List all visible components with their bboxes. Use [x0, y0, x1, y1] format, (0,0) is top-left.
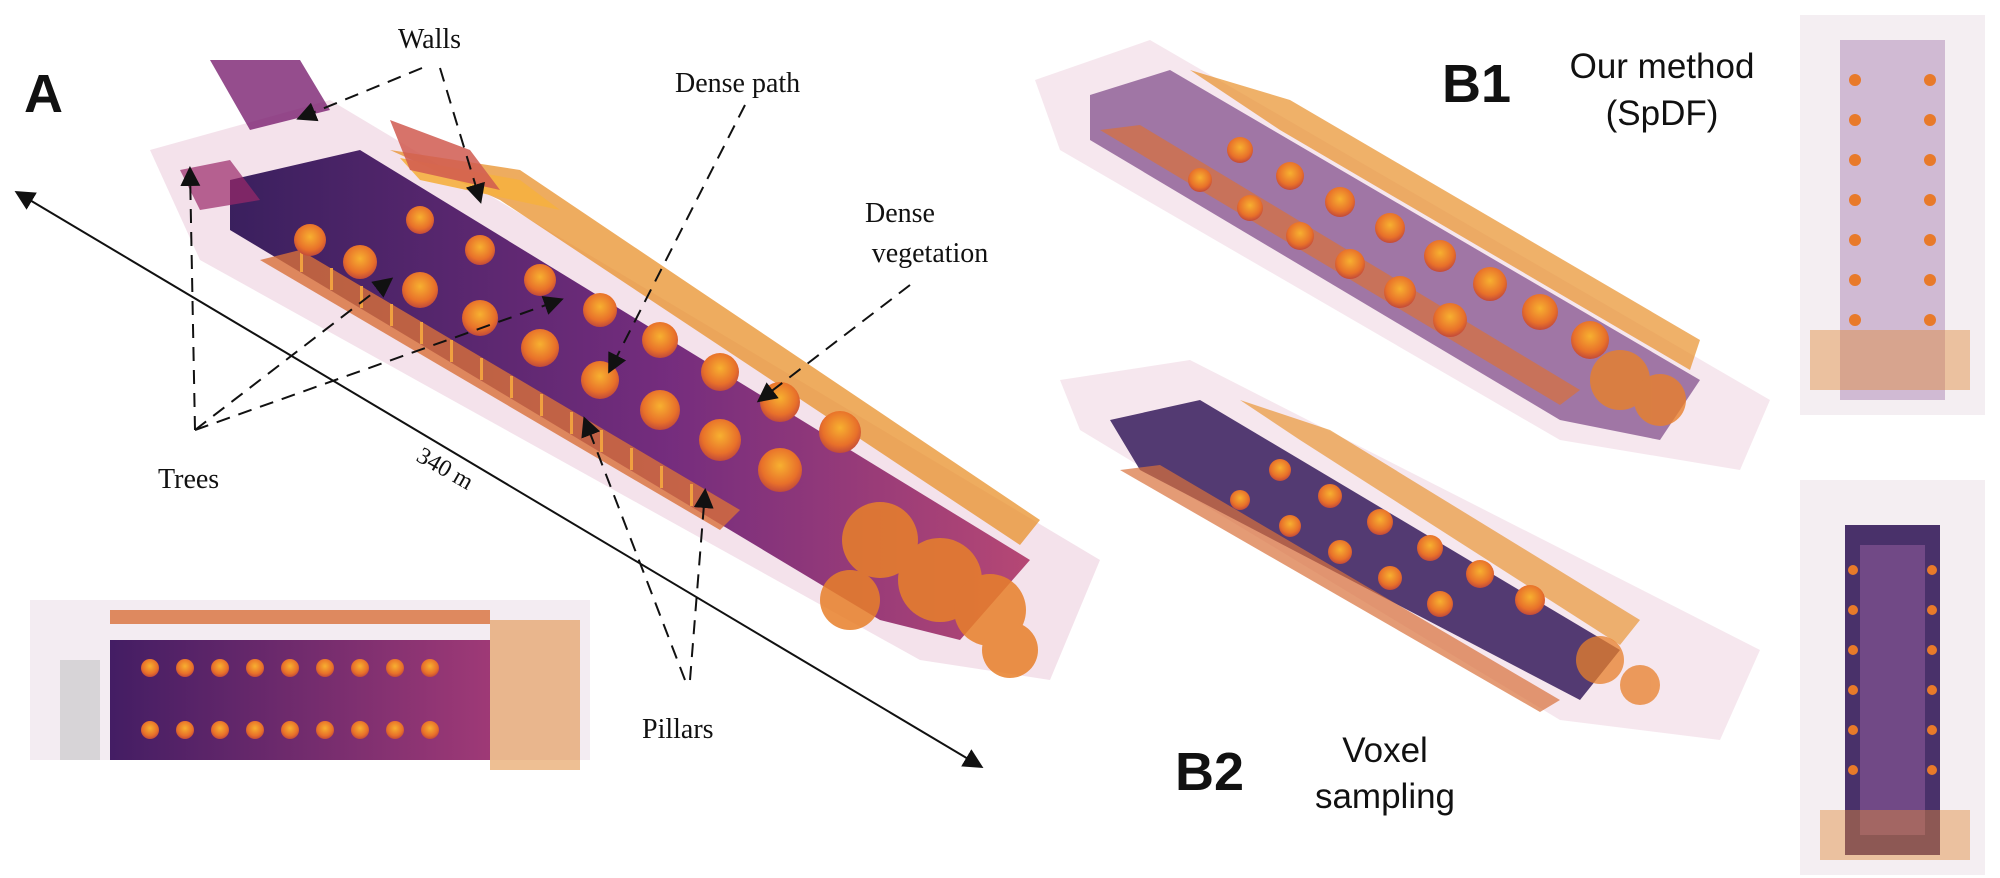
- panel-a-oblique-point-cloud: [150, 60, 1100, 680]
- panel-b2-caption-line2: sampling: [1315, 777, 1455, 816]
- label-dense-vegetation-2: vegetation: [872, 238, 989, 269]
- panel-b2-top-down-inset: [1800, 480, 1985, 875]
- label-pillars: Pillars: [642, 714, 714, 745]
- scale-bar-line: [14, 190, 984, 769]
- panel-a-letter: A: [24, 64, 63, 124]
- annotation-leaders: [180, 67, 911, 681]
- panel-a-top-down-inset: [30, 600, 590, 770]
- panel-b2-oblique-point-cloud: [1060, 360, 1760, 740]
- label-walls: Walls: [398, 24, 461, 55]
- panel-b1-oblique-point-cloud: [1035, 40, 1770, 470]
- panel-b1-caption-line1: Our method: [1570, 47, 1755, 86]
- scale-bar-label: 340 m: [412, 443, 478, 496]
- panel-b2-caption-line1: Voxel: [1342, 731, 1428, 770]
- panel-b1-caption-line2: (SpDF): [1606, 94, 1719, 133]
- panel-b1-letter: B1: [1442, 54, 1511, 114]
- label-dense-path: Dense path: [675, 68, 800, 99]
- label-trees: Trees: [158, 464, 219, 495]
- label-dense-vegetation-1: Dense: [865, 198, 935, 229]
- panel-b2-letter: B2: [1175, 742, 1244, 802]
- panel-b1-top-down-inset: [1800, 15, 1985, 415]
